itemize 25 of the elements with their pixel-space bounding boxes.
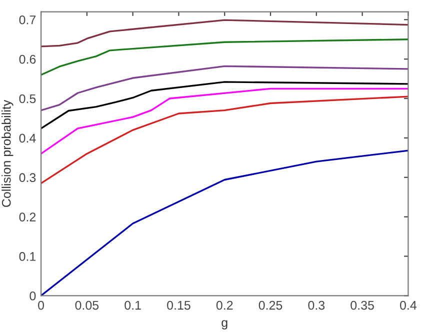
y-tick-label: 0.5 (19, 94, 36, 104)
y-tick-label: 0.7 (19, 15, 36, 24)
line-series (41, 19, 408, 48)
line-series (41, 81, 408, 130)
line-series (41, 65, 408, 112)
y-tick-label: 0.3 (19, 173, 36, 182)
x-axis-title: g (222, 320, 228, 330)
x-tick-label: 0.4 (400, 300, 417, 310)
x-tick-label: 0.05 (75, 300, 99, 310)
y-tick-label: 0.4 (19, 134, 36, 143)
x-tick-label: 0.25 (258, 300, 282, 310)
line-series (41, 96, 408, 184)
y-tick-label: 0.6 (19, 54, 36, 64)
y-tick-label: 0 (30, 291, 36, 300)
y-axis-title: Collision probability (2, 100, 14, 207)
x-tick-label: 0 (38, 300, 44, 310)
y-tick-label: 0.1 (19, 252, 36, 261)
line-series (41, 88, 408, 155)
y-tick-label: 0.2 (19, 212, 36, 222)
x-tick-label: 0.1 (124, 300, 141, 310)
line-series (41, 38, 408, 76)
x-tick-label: 0.2 (216, 300, 233, 310)
x-tick-label: 0.35 (350, 300, 374, 310)
x-tick-label: 0.3 (308, 300, 325, 310)
x-tick-label: 0.15 (167, 300, 190, 310)
